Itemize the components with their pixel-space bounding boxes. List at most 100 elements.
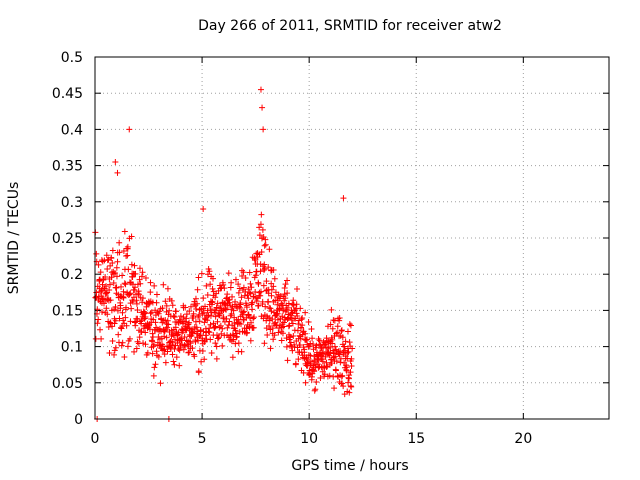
- data-point: [315, 364, 322, 371]
- data-point: [288, 312, 295, 319]
- data-point: [220, 281, 227, 288]
- data-point: [212, 323, 219, 330]
- data-point: [109, 259, 116, 266]
- data-point: [111, 347, 118, 354]
- data-point: [112, 158, 119, 165]
- data-point: [114, 258, 121, 265]
- data-point: [229, 354, 236, 361]
- data-point: [204, 317, 211, 324]
- data-point: [169, 351, 176, 358]
- data-point: [103, 252, 110, 259]
- data-point: [223, 315, 230, 322]
- data-point: [305, 318, 312, 325]
- data-point: [247, 337, 254, 344]
- data-point: [116, 315, 123, 322]
- data-point: [231, 320, 238, 327]
- data-point: [204, 291, 211, 298]
- data-point: [133, 345, 140, 352]
- data-point: [152, 319, 159, 326]
- data-point: [284, 357, 291, 364]
- data-point: [229, 293, 236, 300]
- y-tick-label: 0.05: [52, 376, 83, 392]
- data-point: [106, 287, 113, 294]
- data-point: [321, 341, 328, 348]
- data-point: [285, 323, 292, 330]
- data-point: [247, 280, 254, 287]
- data-point: [269, 316, 276, 323]
- data-point: [142, 341, 149, 348]
- data-point: [199, 347, 206, 354]
- data-point: [118, 283, 125, 290]
- data-point: [332, 353, 339, 360]
- data-point: [208, 349, 215, 356]
- data-point: [97, 326, 104, 333]
- data-point: [161, 351, 168, 358]
- data-point: [237, 304, 244, 311]
- data-point: [259, 226, 266, 233]
- data-point: [237, 321, 244, 328]
- data-point: [261, 265, 268, 272]
- data-point: [134, 307, 141, 314]
- data-point: [317, 374, 324, 381]
- data-point: [164, 285, 171, 292]
- data-point: [187, 340, 194, 347]
- data-point: [138, 317, 145, 324]
- data-point: [128, 261, 135, 268]
- data-point: [213, 343, 220, 350]
- data-point: [155, 353, 162, 360]
- data-point: [297, 335, 304, 342]
- data-point: [125, 266, 132, 273]
- data-point: [316, 341, 323, 348]
- data-point: [221, 285, 228, 292]
- data-point: [129, 281, 136, 288]
- data-point: [224, 324, 231, 331]
- x-tick-label: 5: [198, 431, 207, 447]
- data-point: [191, 353, 198, 360]
- data-point: [257, 292, 264, 299]
- data-point: [240, 309, 247, 316]
- data-point: [252, 288, 259, 295]
- data-point: [316, 337, 323, 344]
- data-point: [279, 313, 286, 320]
- data-point: [284, 290, 291, 297]
- data-point: [339, 334, 346, 341]
- data-point: [103, 305, 110, 312]
- data-point: [146, 326, 153, 333]
- data-point: [109, 337, 116, 344]
- data-point: [337, 347, 344, 354]
- data-point: [170, 358, 177, 365]
- data-point: [280, 319, 287, 326]
- data-point: [104, 311, 111, 318]
- data-point: [138, 328, 145, 335]
- data-point: [228, 279, 235, 286]
- data-point: [290, 302, 297, 309]
- data-point: [295, 356, 302, 363]
- data-point: [160, 281, 167, 288]
- data-point: [232, 276, 239, 283]
- data-point: [346, 321, 353, 328]
- data-point: [136, 291, 143, 298]
- x-tick-label: 15: [407, 431, 425, 447]
- data-point: [281, 297, 288, 304]
- data-point: [139, 269, 146, 276]
- data-point: [131, 262, 138, 269]
- data-point: [313, 378, 320, 385]
- data-point: [248, 319, 255, 326]
- data-point: [260, 282, 267, 289]
- data-point: [141, 315, 148, 322]
- data-point: [282, 295, 289, 302]
- data-point: [126, 279, 133, 286]
- data-point: [262, 241, 269, 248]
- data-point: [236, 285, 243, 292]
- x-tick-label: 10: [300, 431, 318, 447]
- y-tick-label: 0.1: [61, 340, 83, 356]
- data-point: [253, 298, 260, 305]
- data-point: [303, 336, 310, 343]
- data-point: [224, 291, 231, 298]
- data-point: [270, 283, 277, 290]
- data-point: [258, 211, 265, 218]
- data-point: [206, 329, 213, 336]
- data-point: [298, 316, 305, 323]
- data-point: [262, 236, 269, 243]
- data-point: [339, 380, 346, 387]
